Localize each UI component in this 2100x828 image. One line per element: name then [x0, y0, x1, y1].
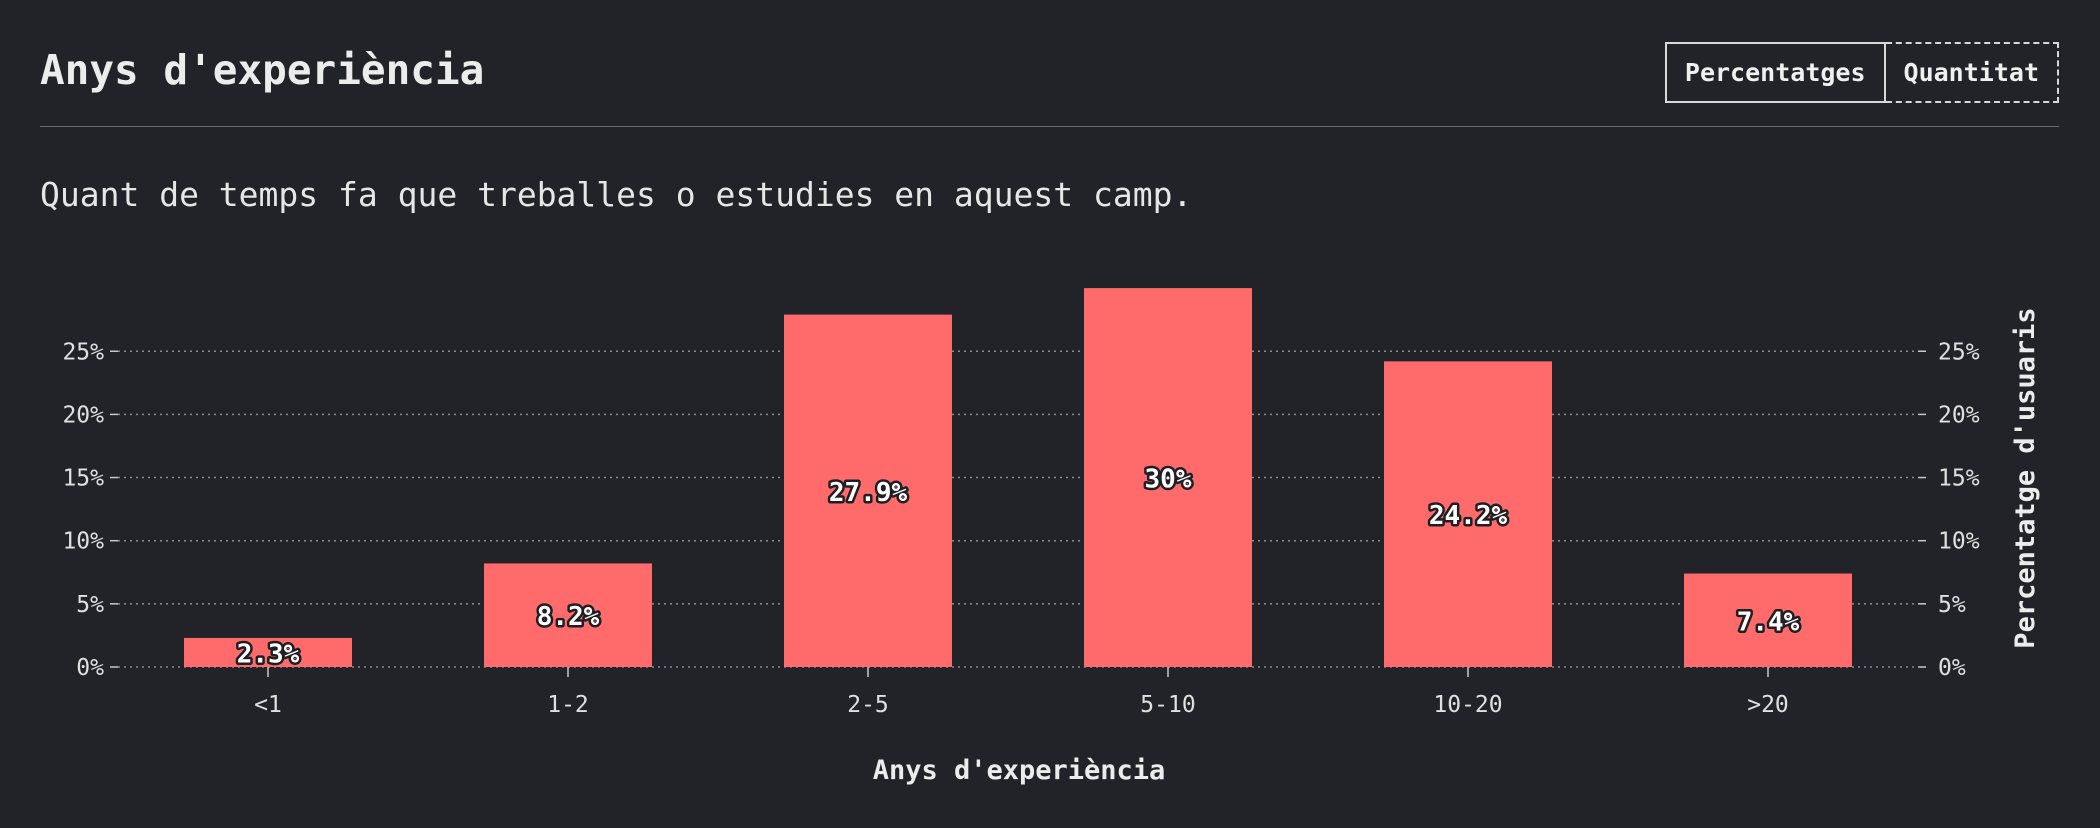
chart-header: Anys d'experiència Percentatges Quantita… — [40, 40, 2059, 127]
y-tick-label-right: 10% — [1938, 529, 1980, 555]
bar-value-label: 8.2% — [537, 602, 600, 632]
x-tick-label: >20 — [1747, 692, 1789, 718]
y-axis-title: Percentatge d'usuaris — [2010, 307, 2041, 648]
y-tick-label-right: 15% — [1938, 466, 1980, 492]
y-tick-label: 5% — [76, 592, 104, 618]
bar-data-labels: 2.3% 8.2% 27.9% 30% 24.2% 7.4% — [234, 462, 1802, 672]
y-tick-label-right: 5% — [1938, 592, 1966, 618]
percentages-toggle-button[interactable]: Percentatges — [1664, 42, 1886, 103]
x-axis: <1 1-2 2-5 5-10 10-20 >20 — [254, 667, 1789, 718]
y-tick-label: 0% — [76, 655, 104, 681]
bar[interactable] — [484, 563, 652, 667]
y-tick-label: 15% — [62, 466, 104, 492]
bar[interactable] — [184, 637, 352, 667]
grid-lines — [118, 350, 1918, 668]
bar-value-label: 24.2% — [1429, 501, 1508, 531]
bars — [184, 288, 1852, 667]
view-toggle: Percentatges Quantitat — [1664, 42, 2059, 103]
x-tick-label: <1 — [254, 692, 282, 718]
y-tick-label-right: 0% — [1938, 655, 1966, 681]
y-tick-label: 10% — [62, 529, 104, 555]
bar[interactable] — [1384, 361, 1552, 667]
right-y-axis: 0% 5% 10% 15% 20% 25% — [1918, 339, 1980, 681]
bar-value-label: 30% — [1145, 465, 1192, 495]
chart-title: Anys d'experiència — [40, 46, 485, 94]
bar[interactable] — [1084, 288, 1252, 667]
bar-value-label: 27.9% — [829, 478, 908, 508]
bar[interactable] — [1684, 573, 1852, 667]
y-tick-label-right: 25% — [1938, 339, 1980, 365]
y-tick-label-right: 20% — [1938, 402, 1980, 428]
x-tick-label: 2-5 — [847, 692, 889, 718]
y-tick-label: 25% — [62, 339, 104, 365]
left-y-axis: 0% 5% 10% 15% 20% 25% — [62, 339, 118, 681]
bar[interactable] — [784, 314, 952, 667]
x-axis-title: Anys d'experiència — [873, 755, 1166, 786]
chart-description: Quant de temps fa que treballes o estudi… — [40, 175, 1193, 214]
x-tick-label: 5-10 — [1140, 692, 1195, 718]
x-tick-label: 10-20 — [1433, 692, 1502, 718]
bar-value-label: 7.4% — [1737, 607, 1800, 637]
bar-value-label: 2.3% — [237, 639, 300, 669]
y-tick-label: 20% — [62, 402, 104, 428]
count-toggle-button[interactable]: Quantitat — [1885, 42, 2059, 103]
x-tick-label: 1-2 — [547, 692, 589, 718]
